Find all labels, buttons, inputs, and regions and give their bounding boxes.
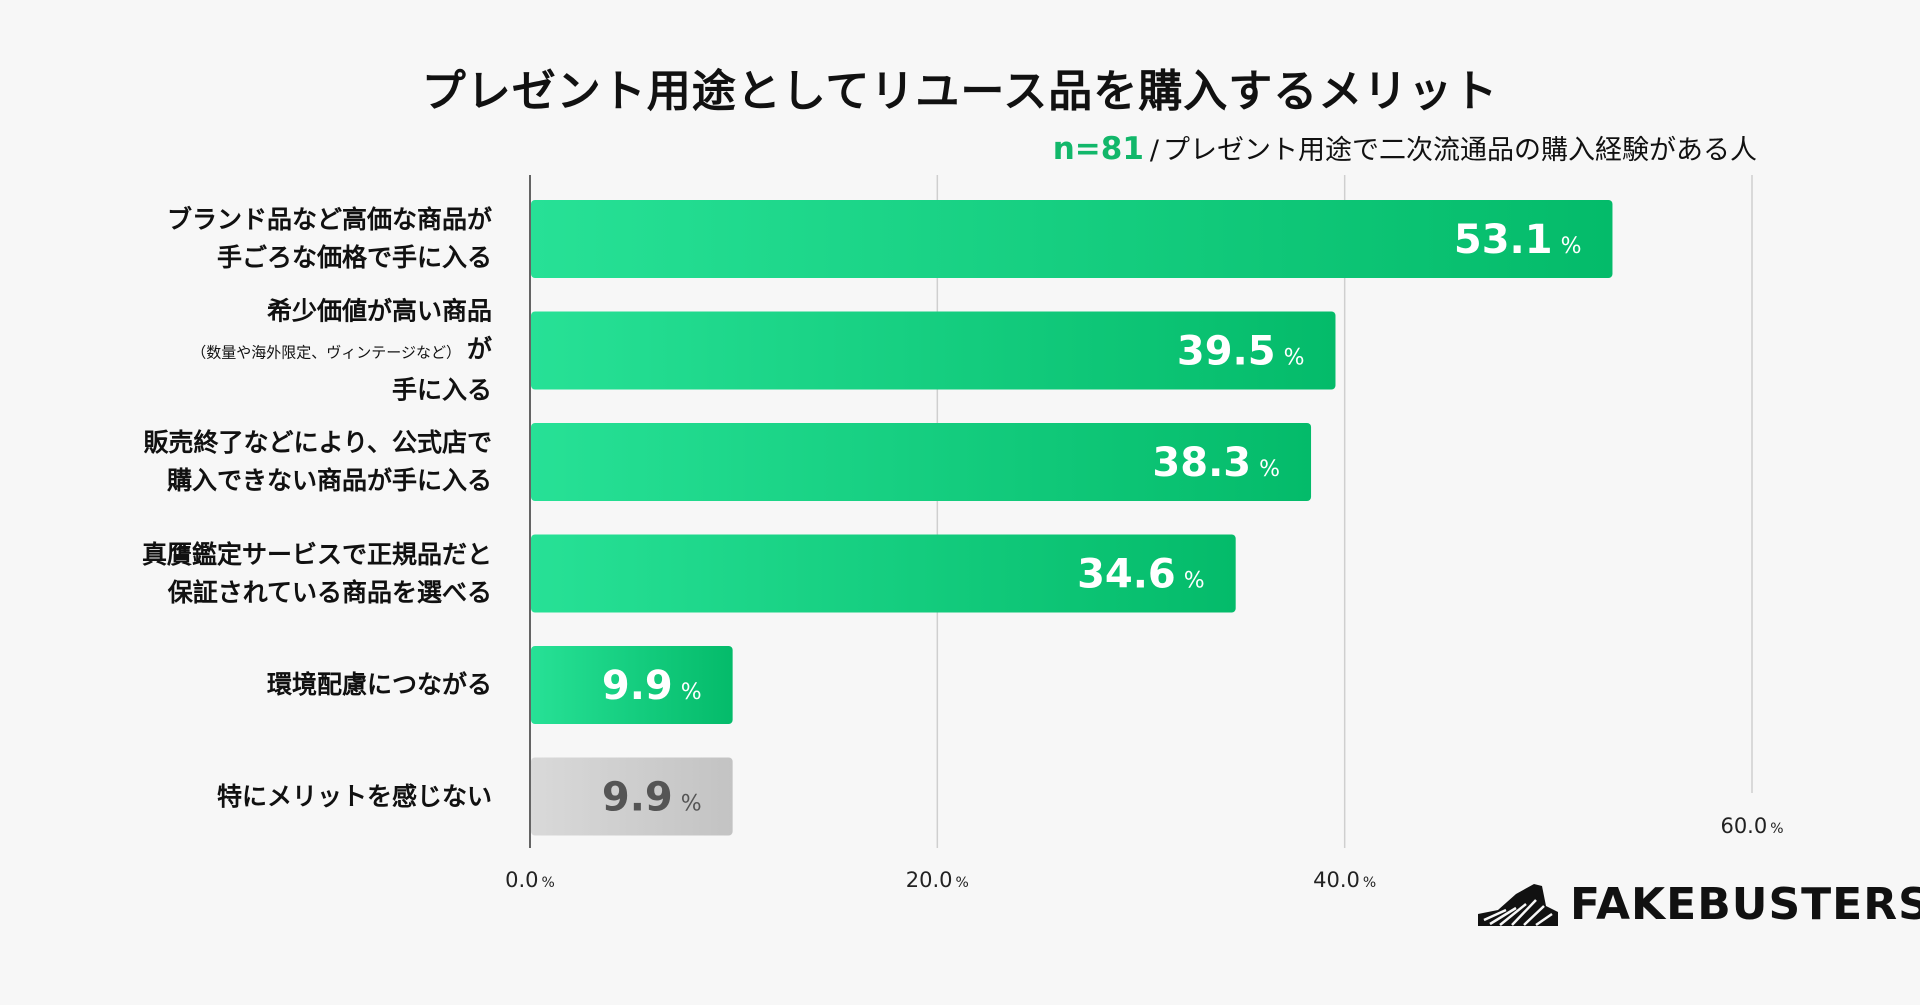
x-tick-label: 0.0% xyxy=(505,868,555,892)
category-label: 環境配慮につながる xyxy=(266,670,492,699)
bar xyxy=(531,423,1312,501)
sample-size: n=81 xyxy=(1052,131,1144,167)
bar xyxy=(531,646,733,724)
bar xyxy=(531,757,733,836)
sneaker-logo-icon xyxy=(1478,884,1558,927)
bar-value-label: 34.6% xyxy=(1077,552,1205,598)
brand-logo: FAKEBUSTERS xyxy=(1476,876,1920,932)
sample-description: プレゼント用途で二次流通品の購入経験がある人 xyxy=(1163,135,1757,166)
bar-value-label: 9.9% xyxy=(602,663,702,709)
sample-note: n=81 / プレゼント用途で二次流通品の購入経験がある人 xyxy=(1053,128,1757,167)
category-label: 販売終了などにより、公式店で 購入できない商品が手に入る xyxy=(143,428,492,495)
bar xyxy=(531,534,1236,613)
bar-value-label: 53.1% xyxy=(1454,217,1582,263)
bar xyxy=(531,311,1336,390)
x-tick-label: 20.0% xyxy=(906,868,969,892)
x-tick-label: 60.0% xyxy=(1720,814,1783,838)
x-tick-label: 40.0% xyxy=(1313,868,1376,892)
separator-slash: / xyxy=(1149,135,1159,166)
bar-value-label: 9.9% xyxy=(602,775,702,821)
bar-value-label: 38.3% xyxy=(1152,440,1280,486)
bar xyxy=(531,200,1613,278)
brand-name: FAKEBUSTERS xyxy=(1570,878,1920,930)
category-label: 希少価値が高い商品 （数量や海外限定、ヴィンテージなど）が手に入る xyxy=(191,296,492,404)
category-label: ブランド品など高価な商品が 手ごろな価格で手に入る xyxy=(166,205,492,272)
category-note: （数量や海外限定、ヴィンテージなど） xyxy=(191,343,461,361)
chart-title: プレゼント用途としてリユース品を購入するメリット xyxy=(421,66,1499,117)
bar-value-label: 39.5% xyxy=(1177,329,1305,375)
category-label: 特にメリットを感じない xyxy=(216,781,492,811)
category-label: 真贋鑑定サービスで正規品だと 保証されている商品を選べる xyxy=(141,539,492,607)
